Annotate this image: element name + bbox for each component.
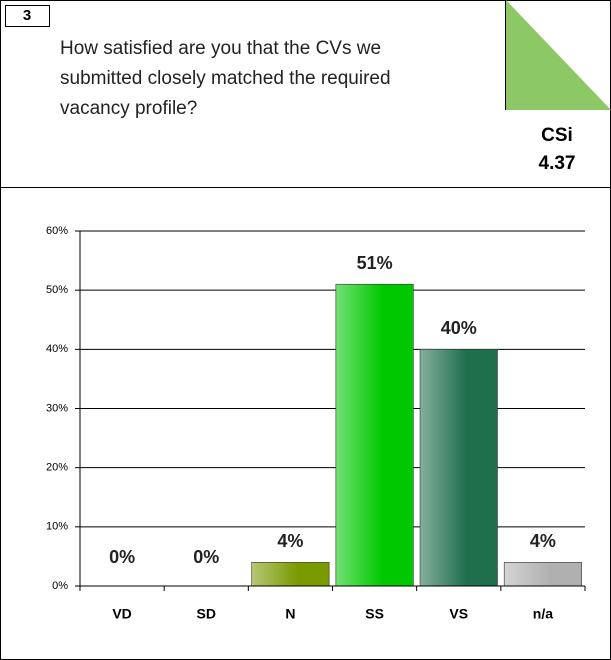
y-tick-label: 50%: [46, 284, 68, 296]
bar: [419, 349, 498, 587]
data-label: 0%: [109, 547, 135, 567]
bar: [251, 562, 330, 587]
number-box: [5, 5, 50, 27]
y-tick-label: 20%: [46, 462, 68, 474]
x-tick-label: n/a: [533, 606, 553, 622]
question-text: How satisfied are you that the CVs we su…: [60, 38, 391, 119]
data-label: 4%: [530, 531, 556, 551]
data-label: 51%: [357, 253, 393, 273]
data-label: 4%: [277, 531, 303, 551]
csi-value: 4.37: [539, 153, 576, 174]
bar: [503, 562, 582, 587]
data-label: 0%: [193, 547, 219, 567]
bar: [335, 283, 414, 587]
y-tick-label: 10%: [46, 521, 68, 533]
corner-triangle: [506, 0, 611, 110]
y-tick-label: 60%: [46, 225, 68, 237]
y-tick-label: 30%: [46, 402, 68, 414]
x-tick-label: SD: [197, 606, 216, 622]
y-tick-label: 40%: [46, 343, 68, 355]
csi-label: CSi: [541, 125, 573, 146]
x-tick-label: VS: [449, 606, 468, 622]
y-tick-label: 0%: [52, 580, 68, 592]
x-tick-label: N: [285, 606, 295, 622]
x-tick-label: SS: [365, 606, 384, 622]
x-tick-label: VD: [112, 606, 131, 622]
question-number: 3: [23, 7, 31, 24]
data-label: 40%: [441, 318, 477, 338]
